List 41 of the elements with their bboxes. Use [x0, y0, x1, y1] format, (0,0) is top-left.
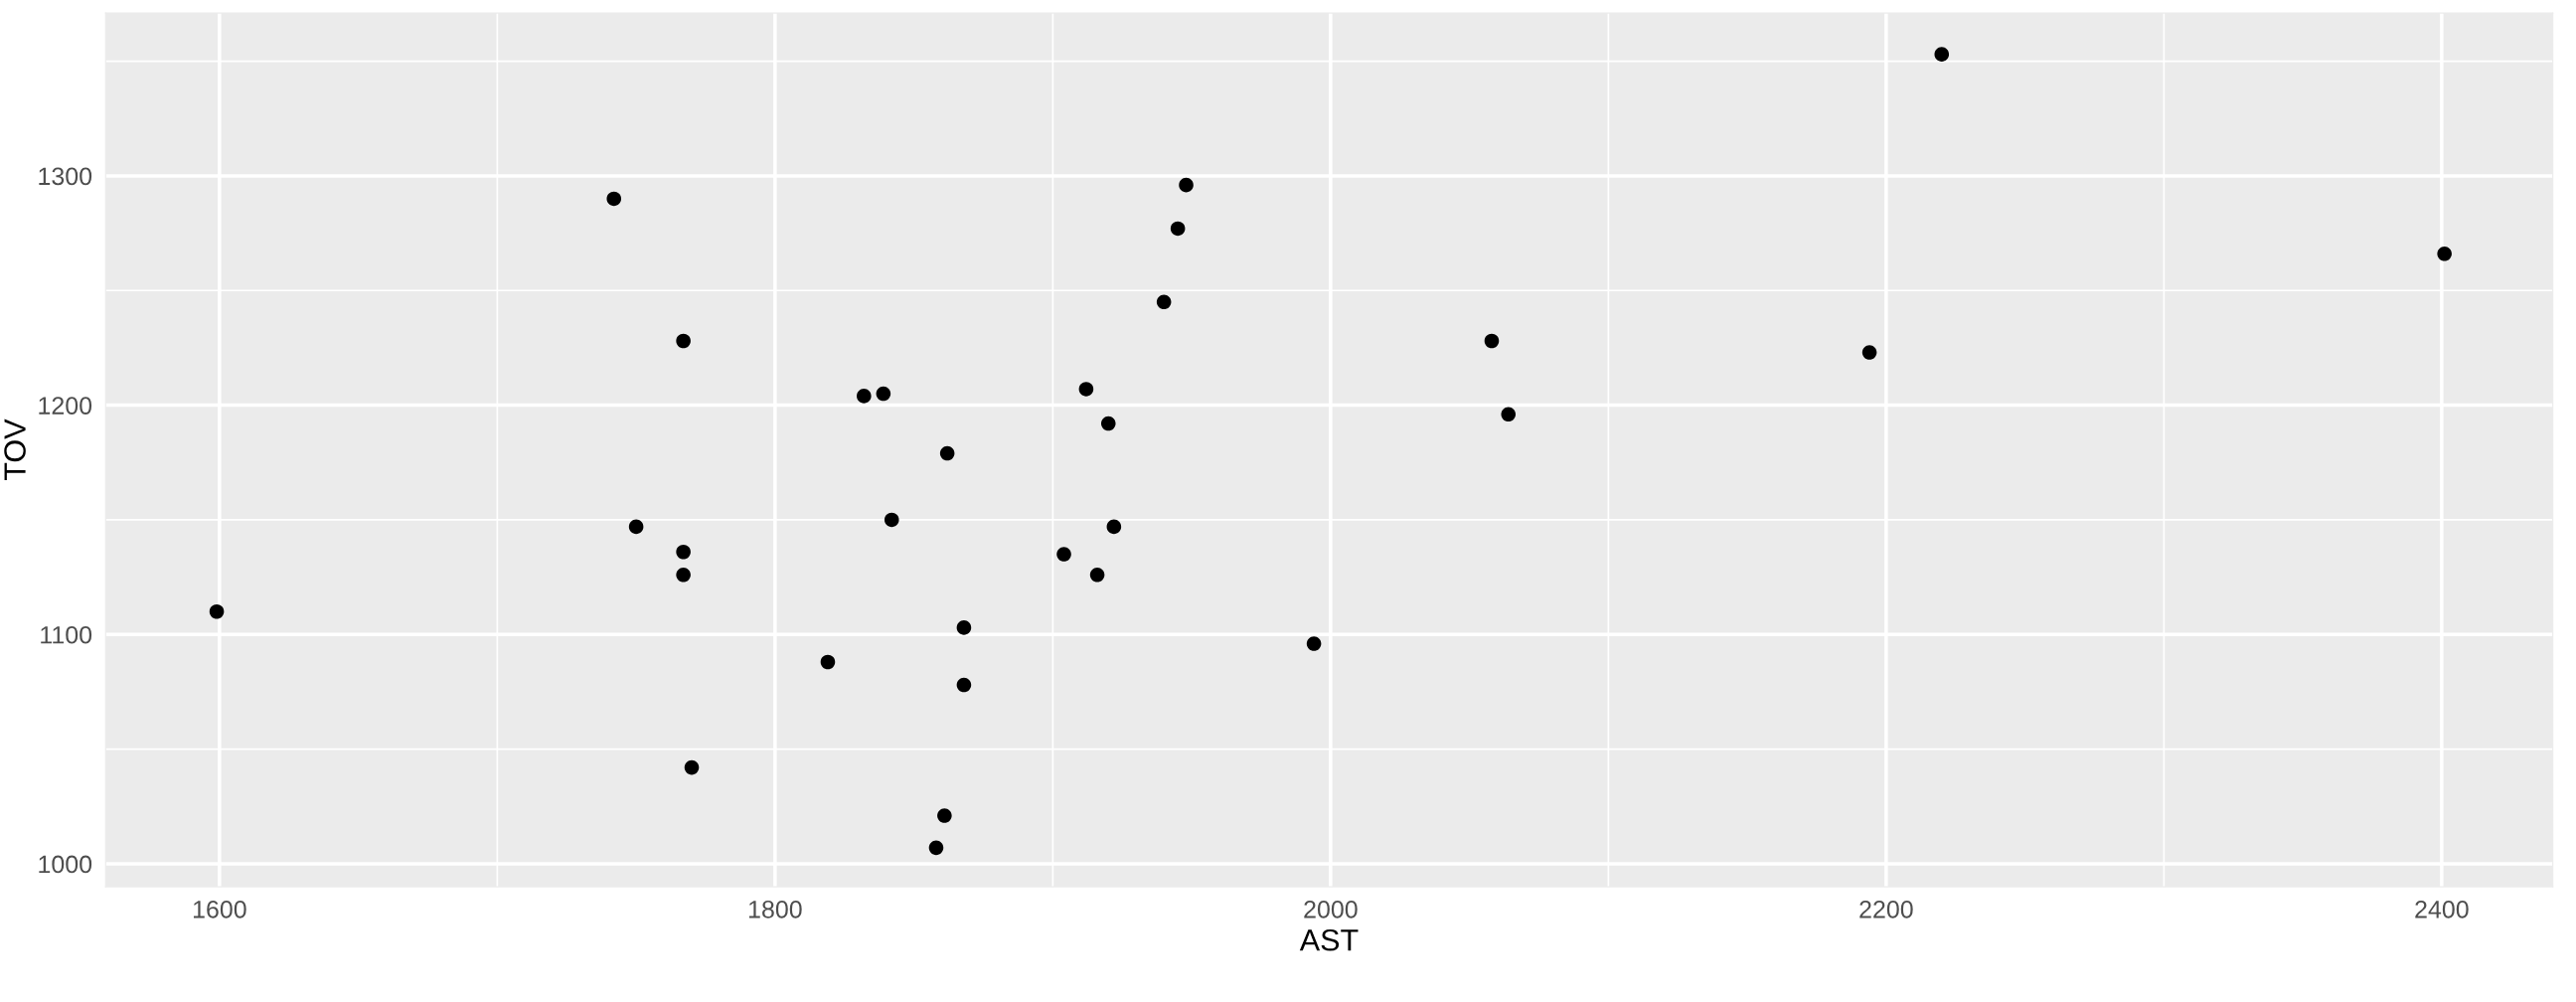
point [857, 389, 872, 404]
point [1501, 407, 1517, 422]
x-axis-title: AST [1299, 928, 1359, 951]
point [928, 840, 944, 856]
x-tick-label: 2000 [1304, 900, 1358, 918]
point [884, 512, 899, 528]
point [1934, 47, 1950, 62]
x-tick-label: 2400 [2415, 900, 2469, 918]
point [676, 568, 691, 583]
point [1484, 333, 1500, 349]
y-tick-label: 1300 [39, 167, 92, 186]
point [684, 759, 700, 775]
point [1170, 221, 1186, 237]
point [1089, 568, 1105, 583]
point [628, 519, 644, 535]
y-axis-title: TOV [4, 418, 26, 481]
x-tick-label: 1800 [748, 900, 802, 918]
point [956, 677, 972, 693]
x-tick-label: 2200 [1859, 900, 1913, 918]
point [1156, 294, 1172, 310]
point [937, 808, 952, 823]
point [606, 191, 622, 207]
point [1056, 547, 1071, 562]
point [1861, 345, 1877, 360]
point [676, 544, 691, 560]
point [2437, 247, 2452, 261]
point [876, 386, 891, 402]
point [956, 620, 972, 635]
x-tick-label: 1600 [193, 900, 246, 918]
point [939, 445, 955, 461]
point [1306, 636, 1322, 651]
point [1106, 519, 1122, 535]
point [820, 654, 836, 670]
point [209, 603, 225, 619]
y-tick-label: 1000 [39, 855, 92, 874]
point [676, 333, 691, 349]
y-tick-label: 1100 [41, 625, 92, 644]
point [1179, 177, 1194, 193]
y-tick-label: 1200 [39, 397, 92, 415]
point [1100, 416, 1116, 431]
point [1078, 382, 1094, 397]
